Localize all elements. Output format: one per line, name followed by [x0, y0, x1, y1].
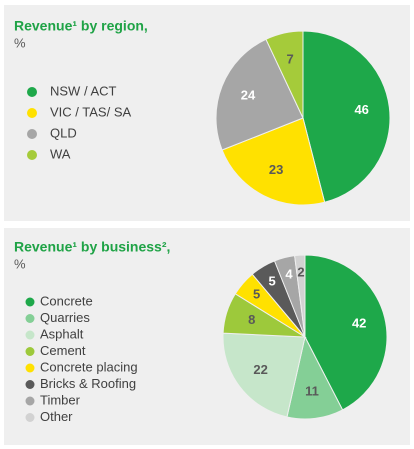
data-label: 23	[269, 162, 283, 177]
data-label: 8	[248, 312, 255, 327]
pie-slice	[265, 30, 304, 119]
chart-subtitle: %	[14, 256, 26, 271]
legend-label: WA	[50, 146, 71, 161]
data-label: 24	[241, 88, 256, 103]
legend-swatch	[25, 330, 35, 340]
pie-slice	[304, 254, 388, 411]
legend-swatch	[25, 347, 35, 356]
legend-label: VIC / TAS/ SA	[50, 104, 131, 119]
pie-slice	[221, 117, 326, 206]
legend-swatch	[27, 87, 37, 97]
data-label: 7	[286, 52, 293, 67]
legend-label: Quarries	[40, 310, 90, 325]
pie-slice	[215, 38, 304, 151]
legend-label: Cement	[40, 343, 86, 358]
legend-swatch	[27, 129, 37, 139]
legend-swatch	[25, 380, 35, 389]
data-label: 46	[354, 102, 368, 117]
pie-slice	[302, 30, 391, 203]
legend-swatch	[25, 363, 35, 373]
legend-label: Bricks & Roofing	[40, 376, 136, 391]
legend-swatch	[27, 150, 37, 160]
legend-label: Timber	[40, 392, 81, 407]
legend-label: Concrete	[40, 293, 93, 308]
data-label: 11	[305, 384, 319, 399]
data-label: 5	[269, 274, 276, 289]
chart-subtitle: %	[14, 35, 26, 50]
data-label: 42	[352, 315, 366, 330]
legend-swatch	[25, 396, 35, 406]
legend-swatch	[27, 108, 37, 118]
legend-label: Asphalt	[40, 326, 84, 341]
pie-slice	[294, 254, 306, 338]
data-label: 22	[253, 362, 267, 377]
legend-label: QLD	[50, 125, 77, 140]
legend-label: NSW / ACT	[50, 83, 117, 98]
data-label: 4	[285, 267, 293, 282]
data-label: 5	[253, 287, 260, 302]
chart-title: Revenue¹ by business²,	[14, 239, 170, 255]
legend-label: Concrete placing	[40, 359, 138, 374]
legend-swatch	[25, 314, 35, 323]
chart-title: Revenue¹ by region,	[14, 18, 148, 34]
legend-label: Other	[40, 409, 73, 424]
pie-slice	[222, 332, 306, 418]
legend-swatch	[25, 413, 35, 422]
legend-swatch	[25, 297, 35, 307]
data-label: 2	[297, 265, 304, 280]
